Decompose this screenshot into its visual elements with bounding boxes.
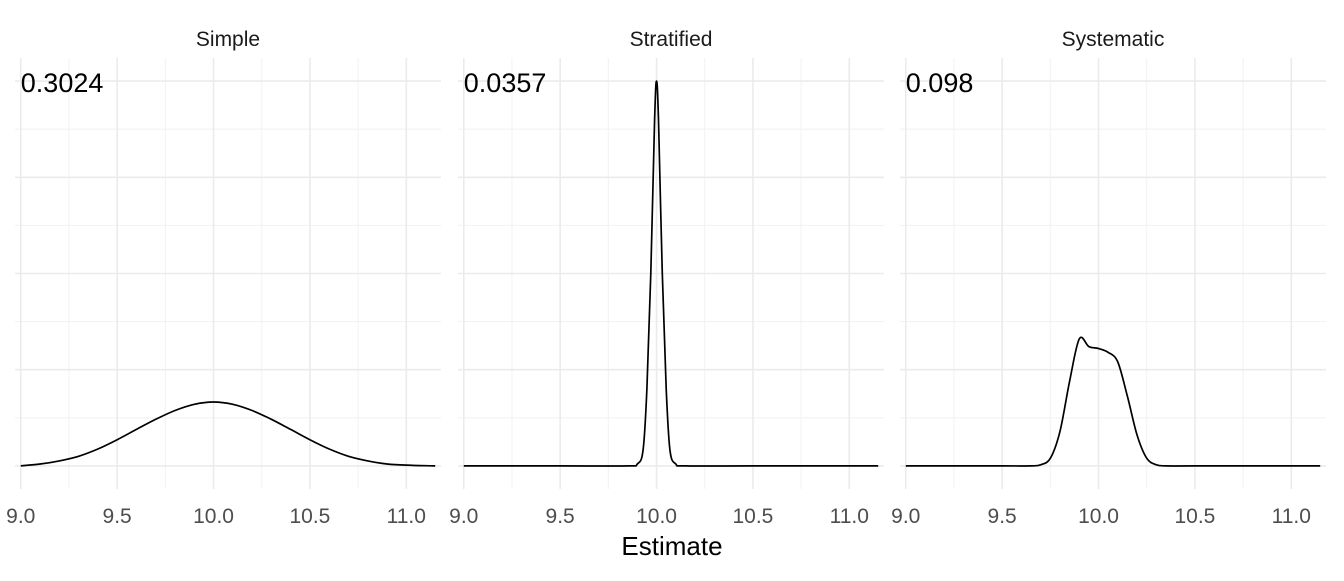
- x-tick-label: 10.5: [732, 505, 773, 528]
- facet-panel-systematic: Systematic 0.098 9.0 9.5 10.0 10.5 11.0: [891, 28, 1326, 528]
- x-tick-label: 9.0: [6, 505, 35, 528]
- facet-title: Systematic: [1062, 28, 1165, 51]
- facet-panel-stratified: Stratified 0.0357 9.0 9.5 10.0 10.5 11.0: [449, 28, 884, 528]
- x-axis-title: Estimate: [621, 531, 722, 561]
- x-tick-label: 11.0: [830, 505, 869, 528]
- x-tick-label: 10.5: [1174, 505, 1215, 528]
- facet-annotation: 0.3024: [21, 68, 104, 98]
- x-tick-label: 11.0: [1272, 505, 1311, 528]
- density-line-systematic: [905, 336, 1321, 467]
- facet-panel-simple: Simple 0.3024 9.0 9.5 10.0 10.5 11.0: [6, 28, 441, 528]
- grid-lines: [458, 58, 884, 489]
- facet-annotation: 0.0357: [464, 68, 547, 98]
- x-tick-label: 9.0: [449, 505, 478, 528]
- density-line-simple: [20, 401, 436, 467]
- x-tick-label: 10.0: [193, 505, 234, 528]
- facet-title: Simple: [196, 28, 260, 51]
- density-line-stratified: [463, 80, 879, 467]
- x-tick-label: 9.0: [891, 505, 920, 528]
- x-tick-label: 10.0: [1078, 505, 1119, 528]
- grid-lines: [900, 58, 1326, 489]
- facet-annotation: 0.098: [906, 68, 974, 98]
- x-tick-label: 9.5: [546, 505, 575, 528]
- x-tick-label: 9.5: [988, 505, 1017, 528]
- facet-title: Stratified: [630, 28, 713, 51]
- grid-lines: [15, 58, 441, 489]
- x-tick-label: 9.5: [103, 505, 132, 528]
- x-tick-label: 10.5: [289, 505, 330, 528]
- x-tick-label: 11.0: [387, 505, 426, 528]
- x-tick-label: 10.0: [636, 505, 677, 528]
